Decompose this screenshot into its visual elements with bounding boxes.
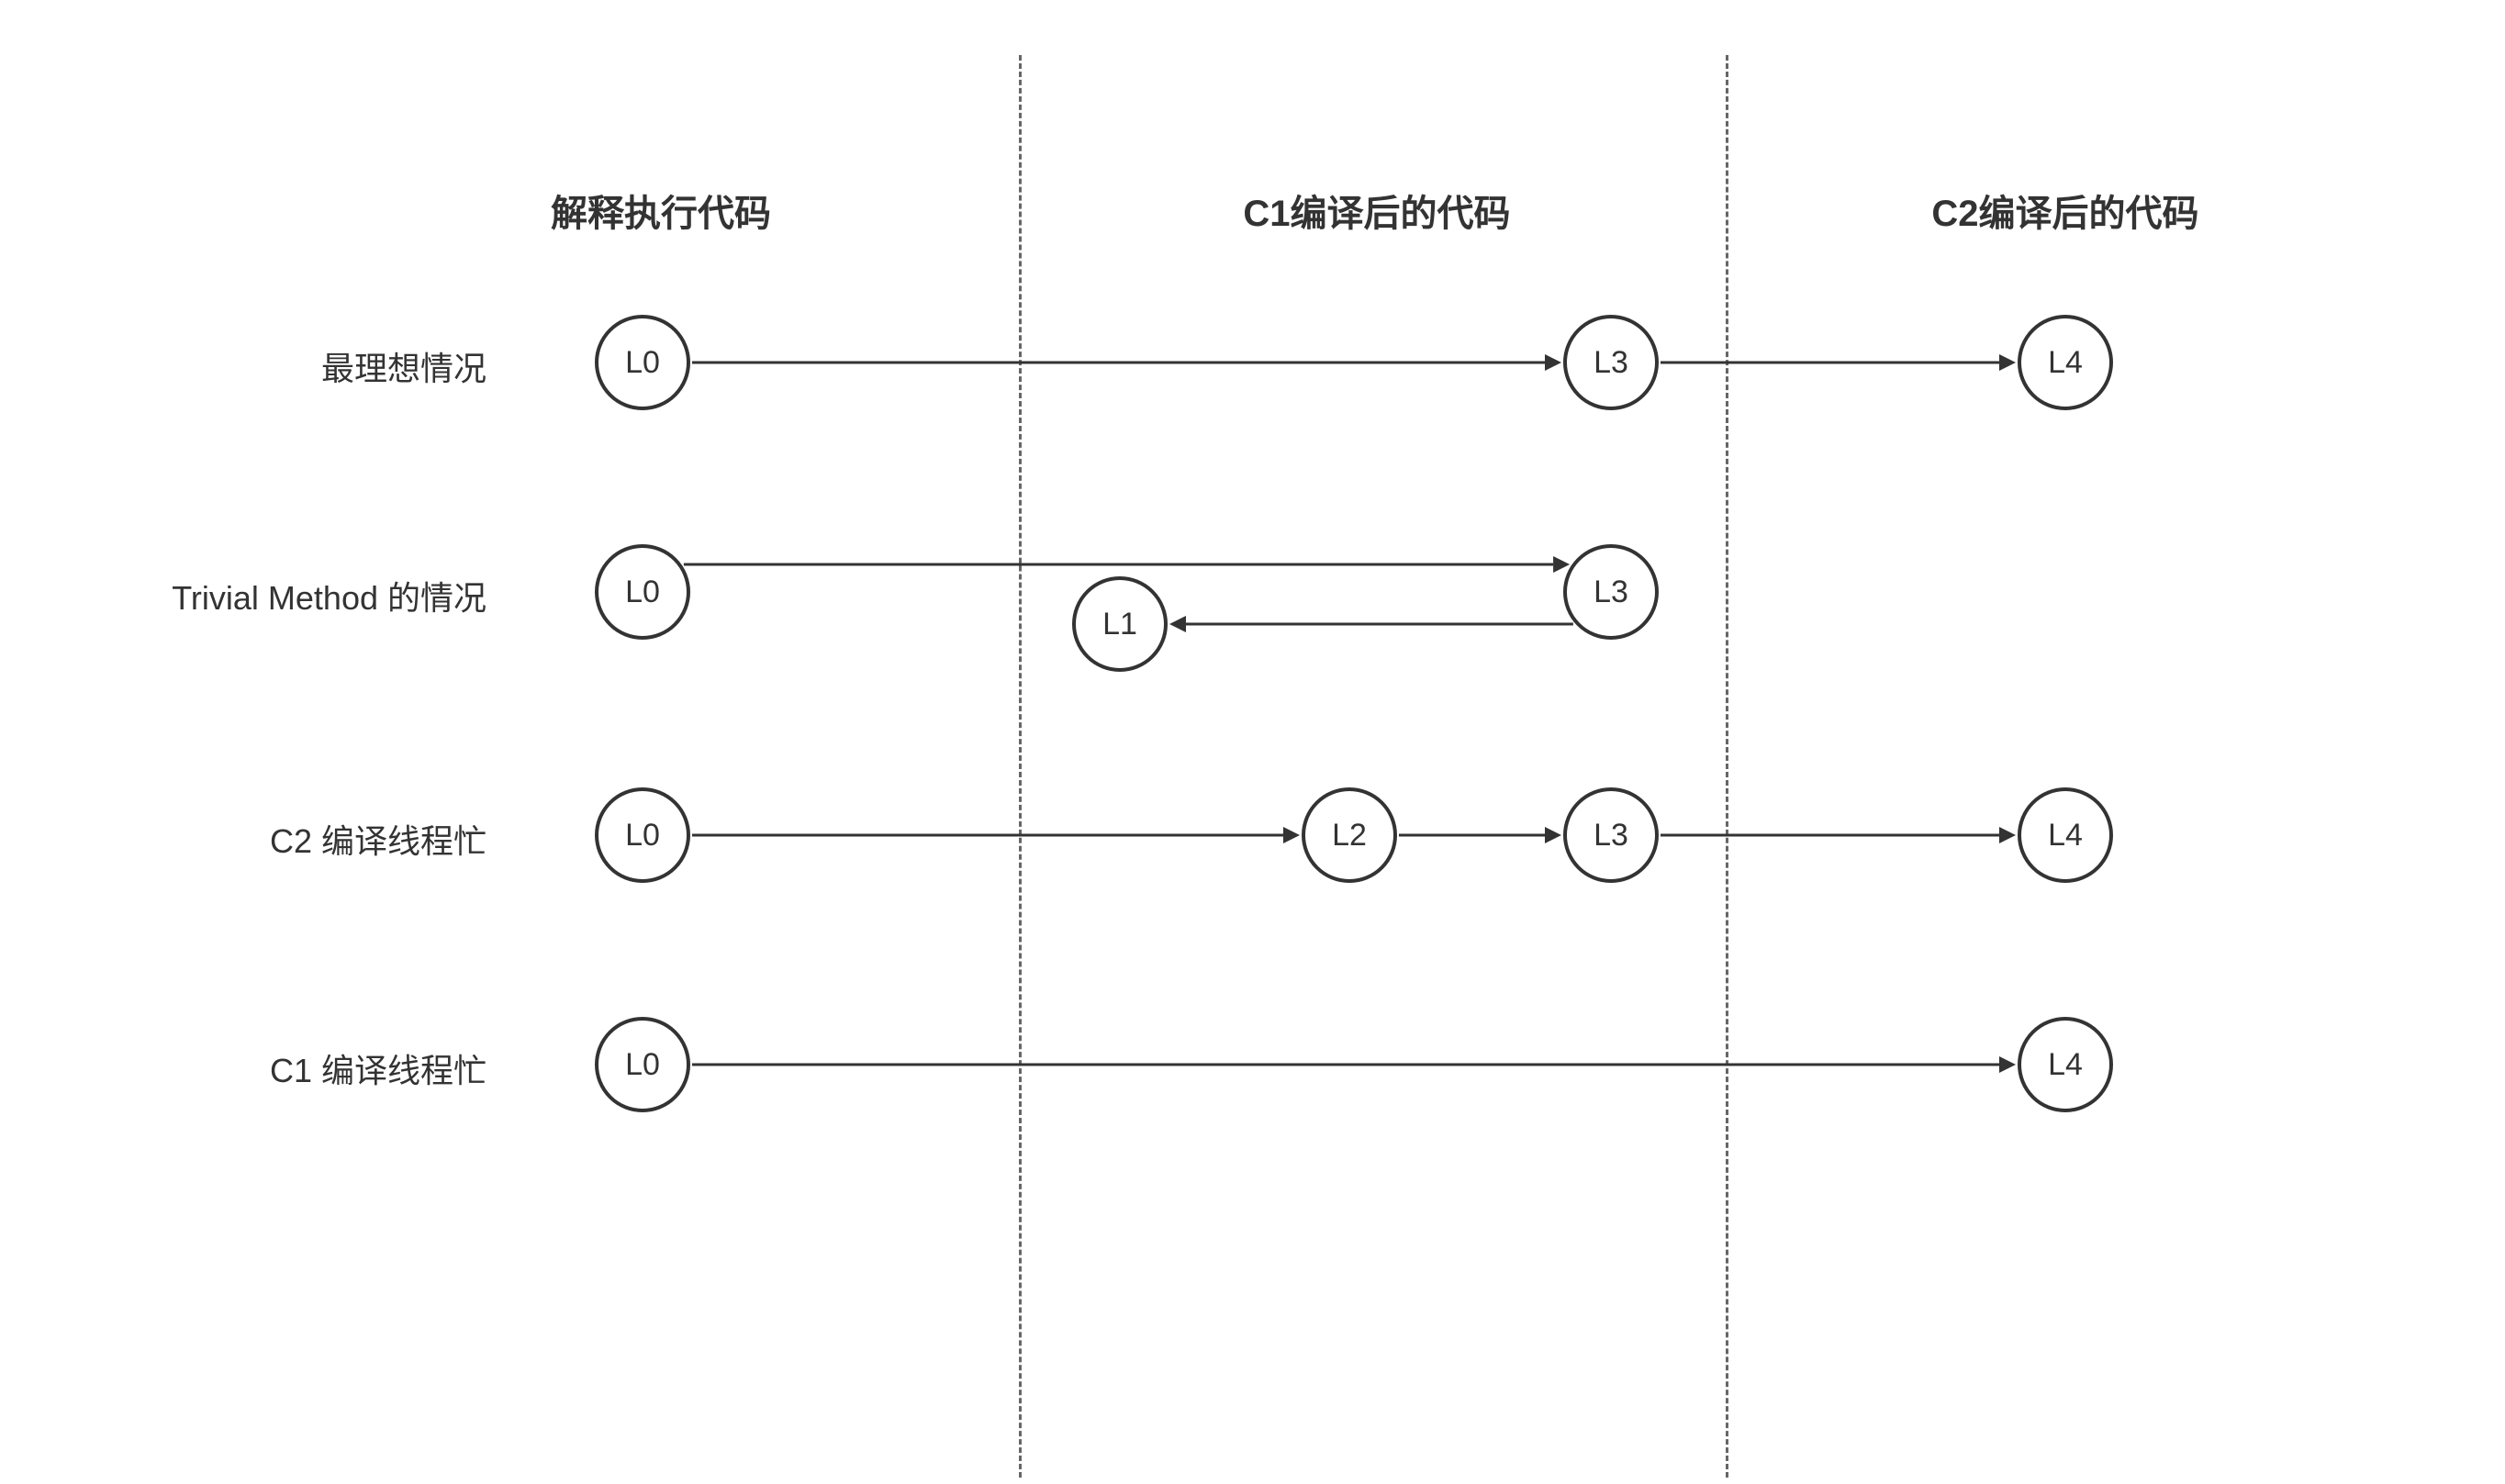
- node-label: L3: [1594, 345, 1628, 381]
- column-header-label: C1编译后的代码: [1243, 194, 1510, 234]
- node-L1: L1: [1072, 576, 1168, 672]
- node-label: L0: [625, 818, 660, 854]
- arrowhead-icon: [1999, 1056, 2016, 1073]
- row-label-text: C2 编译线程忙: [270, 822, 486, 860]
- column-header-c2: C2编译后的代码: [1836, 184, 2295, 237]
- node-L0: L0: [595, 315, 690, 410]
- row-label-ideal: 最理想情况: [46, 342, 486, 390]
- node-L0: L0: [595, 787, 690, 883]
- column-header-interpret: 解释执行代码: [431, 184, 890, 237]
- row-label-text: 最理想情况: [321, 350, 486, 387]
- node-label: L0: [625, 1047, 660, 1083]
- arrowhead-icon: [1999, 827, 2016, 843]
- node-label: L0: [625, 345, 660, 381]
- node-L3: L3: [1563, 787, 1659, 883]
- column-header-c1: C1编译后的代码: [1147, 184, 1606, 237]
- row-label-c2-busy: C2 编译线程忙: [46, 815, 486, 863]
- node-L3: L3: [1563, 315, 1659, 410]
- node-L4: L4: [2018, 315, 2113, 410]
- row-label-c1-busy: C1 编译线程忙: [46, 1044, 486, 1092]
- row-label-text: Trivial Method 的情况: [172, 579, 486, 617]
- row-label-text: C1 编译线程忙: [270, 1052, 486, 1089]
- node-label: L1: [1102, 607, 1137, 642]
- divider-1: [1019, 55, 1022, 1478]
- node-label: L0: [625, 575, 660, 610]
- row-label-trivial: Trivial Method 的情况: [46, 572, 486, 619]
- node-L0: L0: [595, 544, 690, 640]
- node-L2: L2: [1302, 787, 1397, 883]
- arrowhead-icon: [1545, 827, 1561, 843]
- arrowhead-icon: [1545, 354, 1561, 371]
- node-label: L4: [2048, 818, 2083, 854]
- compilation-tier-diagram: 解释执行代码 C1编译后的代码 C2编译后的代码 最理想情况 Trivial M…: [0, 0, 2505, 1484]
- divider-2: [1726, 55, 1728, 1478]
- node-label: L4: [2048, 1047, 2083, 1083]
- column-header-label: C2编译后的代码: [1931, 194, 2198, 234]
- node-label: L3: [1594, 575, 1628, 610]
- arrowhead-icon: [1169, 616, 1186, 632]
- node-L3: L3: [1563, 544, 1659, 640]
- node-L0: L0: [595, 1017, 690, 1112]
- node-L4: L4: [2018, 787, 2113, 883]
- node-L4: L4: [2018, 1017, 2113, 1112]
- node-label: L3: [1594, 818, 1628, 854]
- column-header-label: 解释执行代码: [551, 194, 771, 234]
- arrowhead-icon: [1283, 827, 1300, 843]
- arrowhead-icon: [1999, 354, 2016, 371]
- node-label: L4: [2048, 345, 2083, 381]
- node-label: L2: [1332, 818, 1367, 854]
